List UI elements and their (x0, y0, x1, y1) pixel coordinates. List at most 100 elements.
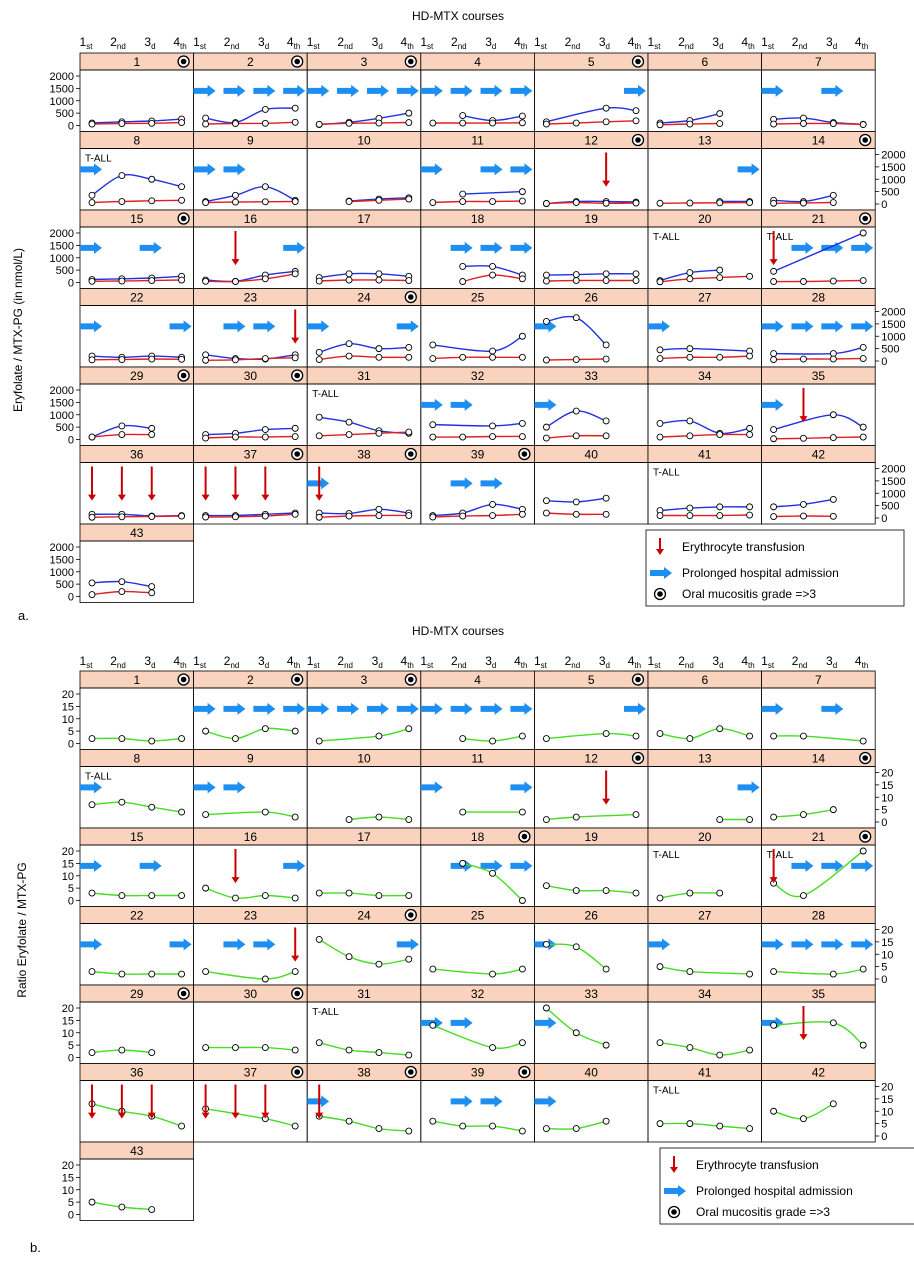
mtxpg-point (656, 512, 664, 519)
y-tick-label: 20 (62, 1003, 74, 1015)
eryfolate-point (459, 262, 467, 270)
ratio-line (205, 811, 296, 818)
panel-id: 43 (130, 526, 144, 540)
eryfolate-point (602, 341, 610, 349)
mtxpg-point (315, 432, 323, 440)
patient-panel: 42 (761, 445, 876, 525)
mtxpg-point (746, 272, 754, 280)
ratio-point (746, 816, 754, 823)
admission-arrow (223, 84, 246, 97)
ratio-point (232, 894, 239, 902)
mtxpg-point (518, 510, 526, 518)
patient-panel: 39 (420, 1063, 535, 1143)
patient-panel: 17 (306, 209, 422, 289)
mucositis-marker-dot (635, 137, 641, 143)
mtxpg-point (88, 277, 96, 285)
eryfolate-point (632, 270, 640, 278)
eryfolate-point (542, 317, 550, 325)
ratio-point (148, 803, 156, 811)
ratio-point (345, 1046, 353, 1054)
panel-frame (193, 687, 308, 750)
transfusion-arrow (147, 1112, 156, 1119)
panel-frame (193, 766, 308, 829)
admission-arrow (534, 1016, 557, 1029)
y-tick-label: 1000 (881, 174, 905, 186)
eryfolate-line (205, 427, 296, 436)
mtxpg-point (518, 197, 526, 205)
ratio-point (429, 1021, 437, 1029)
ratio-line (462, 862, 523, 902)
x-tick-label: 1st (761, 35, 775, 51)
ratio-point (716, 889, 724, 897)
panel-id: 36 (130, 448, 144, 462)
panel-frame (647, 687, 762, 750)
mtxpg-point (602, 199, 610, 207)
panel-id: 5 (588, 55, 595, 69)
patient-panel: 19 (534, 827, 649, 907)
mtxpg-point (656, 355, 664, 362)
mucositis-marker-dot (294, 372, 301, 379)
mtxpg-point (602, 510, 610, 518)
ratio-point (429, 1117, 437, 1125)
admission-arrow (480, 1095, 503, 1108)
mucositis-marker-dot (862, 215, 868, 222)
ratio-point (800, 892, 807, 899)
patient-panel: 18 (420, 209, 535, 289)
ratio-point (770, 813, 778, 821)
ratio-point (405, 725, 413, 733)
ratio-point (602, 1041, 610, 1049)
ratio-point (632, 889, 640, 897)
panel-frame (79, 923, 194, 986)
panel-id: 38 (357, 448, 371, 462)
ratio-line (91, 892, 182, 897)
transfusion-arrow (769, 877, 778, 884)
panel-id: 23 (244, 291, 258, 305)
eryfolate-point (518, 332, 526, 340)
ratio-point (829, 970, 837, 978)
ratio-line (546, 813, 637, 821)
transfusion-arrow (261, 494, 270, 501)
admission-arrow (337, 702, 360, 715)
mtxpg-point (632, 117, 640, 125)
x-tick-label: 3d (144, 654, 155, 670)
mucositis-marker-dot (294, 451, 301, 457)
mtxpg-point (489, 433, 496, 440)
ratio-point (178, 735, 186, 742)
transfusion-arrow (231, 877, 240, 884)
mtxpg-point (405, 512, 413, 519)
mtxpg-point (178, 196, 186, 204)
x-tick-label: 4th (514, 654, 527, 670)
transfusion-arrow (88, 494, 96, 501)
patient-panel: 25 (420, 906, 535, 986)
panel-id: 7 (815, 55, 822, 69)
panel-id: 18 (471, 830, 485, 844)
eryfolate-line (319, 272, 409, 279)
eryfolate-point (261, 426, 269, 434)
admission-arrow (223, 781, 246, 794)
patient-panel: 12 (534, 749, 649, 829)
ratio-point (489, 869, 496, 877)
ratio-point (716, 1122, 724, 1130)
panel-frame (761, 923, 876, 986)
mtxpg-point (148, 513, 156, 520)
panel-frame (193, 1001, 308, 1064)
ratio-point (88, 1198, 96, 1206)
ratio-point (178, 808, 186, 816)
admission-arrow (223, 702, 246, 715)
mtxpg-point (746, 511, 754, 519)
mtxpg-point (88, 433, 96, 441)
patient-panel: 26 (534, 288, 649, 368)
admission-arrow (420, 702, 443, 715)
mtxpg-point (770, 356, 778, 363)
admission-arrow (80, 938, 102, 951)
mucositis-marker-dot (408, 294, 414, 300)
patient-panel: 4 (420, 670, 535, 750)
ratio-point (800, 1115, 807, 1123)
legend-transfusion-icon-head (656, 549, 664, 555)
transfusion-arrow (147, 494, 156, 501)
admission-arrow (648, 320, 670, 333)
x-tick-label: 1st (307, 654, 321, 670)
ratio-point (405, 892, 413, 899)
admission-arrow (480, 241, 503, 254)
mtxpg-line (91, 121, 182, 125)
